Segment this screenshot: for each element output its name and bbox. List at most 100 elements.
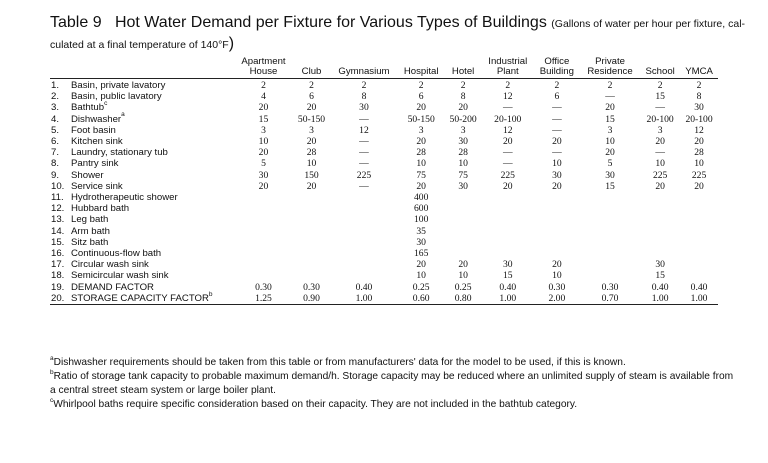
column-header: Building (533, 67, 580, 79)
table-cell (640, 203, 680, 214)
row-number: 10. (51, 180, 65, 192)
table-cell: 30 (502, 259, 513, 271)
table-cell: 8 (696, 91, 702, 103)
table-cell: 12 (359, 124, 369, 136)
table-cell: 2 (505, 80, 511, 91)
table-cell: — (502, 147, 513, 159)
table-cell: 30 (359, 102, 369, 114)
table-title: Table 9 Hot Water Demand per Fixture for… (50, 13, 750, 55)
table-cell: 0.90 (292, 292, 331, 306)
row-label-cell: 12. Hubbard bath (50, 203, 234, 214)
table-cell (580, 259, 640, 270)
table-cell: 0.30 (601, 281, 619, 293)
table-cell (445, 203, 482, 214)
table-cell: — (552, 102, 562, 114)
row-number: 4. (51, 113, 60, 125)
row-label: Semicircular wash sink (71, 270, 169, 282)
table-cell: — (552, 147, 562, 159)
table-cell (680, 259, 718, 270)
table-cell (680, 192, 718, 203)
table-cell: — (655, 147, 665, 159)
row-label-cell: 18. Semicircular wash sink (50, 270, 234, 281)
table-cell: 3 (657, 124, 663, 136)
table-cell (330, 248, 398, 259)
row-label-cell: 1. Basin, private lavatory (50, 79, 234, 92)
row-label-cell: 19. DEMAND FACTOR (50, 282, 234, 293)
table-cell: 2 (460, 80, 466, 91)
table-label: Table 9 (50, 14, 102, 31)
table-cell: 15 (655, 270, 665, 282)
row-label: Kitchen sink (71, 136, 123, 148)
row-label: Bathtub (71, 102, 105, 114)
table-cell: 20 (502, 180, 513, 192)
table-cell: 75 (416, 169, 426, 181)
table-cell (445, 192, 482, 203)
footnote: bRatio of storage tank capacity to proba… (50, 369, 740, 398)
table-units-note-cont: culated at a final temperature of 140°F (50, 39, 229, 51)
table-cell: 20 (416, 136, 426, 148)
row-number: 6. (51, 136, 60, 148)
row-label-cell: 3. Bathtubc (50, 100, 234, 114)
row-label: Basin, private lavatory (71, 80, 166, 91)
table-cell (580, 248, 640, 259)
table-cell: 20 (258, 180, 269, 192)
row-number: 20. (51, 292, 65, 304)
row-label-cell: 16. Continuous-flow bath (50, 248, 234, 259)
table-row: 5. Foot basin 3 3 12 3 3 12 — 3 3 12 (50, 125, 718, 136)
table-cell: — (552, 113, 562, 125)
row-label-cell: 13. Leg bath (50, 214, 234, 225)
column-header: Plant (481, 67, 534, 79)
table-cell: 28 (306, 147, 317, 159)
table-cell: — (605, 91, 615, 103)
table-row: 2. Basin, public lavatory 4 6 8 6 8 12 6 — 15 8 (50, 91, 718, 102)
table-cell: 0.70 (579, 292, 641, 306)
table-cell: 600 (413, 203, 429, 215)
table-cell: 10 (605, 136, 615, 148)
table-header: Apartment Industrial Office Private House Clu… (50, 57, 718, 79)
table-cell: 50-150 (407, 113, 435, 125)
row-label: Basin, public lavatory (71, 91, 162, 103)
table-cell: 20 (605, 102, 615, 114)
column-header: School (640, 67, 681, 79)
table-cell: 28 (416, 147, 426, 159)
column-header: Gymnasium (330, 67, 398, 79)
row-label: STORAGE CAPACITY FACTOR (71, 292, 209, 304)
table-cell: 15 (655, 91, 665, 103)
table-row: 13. Leg bath 100 (50, 214, 718, 225)
table-cell: 12 (694, 124, 704, 136)
table-cell (640, 226, 680, 237)
footnote-marker: a (121, 111, 125, 119)
table-cell: 20 (694, 180, 704, 192)
table-cell (580, 214, 640, 225)
table-cell: 10 (552, 158, 562, 170)
table-cell: 0.40 (355, 281, 373, 293)
table-cell (680, 270, 718, 281)
table-cell (330, 237, 398, 248)
table-cell: 35 (416, 225, 426, 237)
table-cell (445, 226, 482, 237)
column-header: YMCA (680, 67, 718, 79)
table-cell: 0.40 (690, 281, 708, 293)
table-row: 17. Circular wash sink 20 20 30 20 30 (50, 259, 718, 270)
row-label-cell: 15. Sitz bath (50, 237, 234, 248)
table-cell (330, 203, 398, 214)
table-row: 3. Bathtubc 20 20 30 20 20 — — 20 — 30 (50, 100, 718, 114)
table-cell: 0.25 (454, 281, 472, 293)
table-cell (234, 259, 293, 270)
table-row: 6. Kitchen sink 10 20 — 20 30 20 20 10 20 20 (50, 136, 718, 147)
table-cell (234, 237, 293, 248)
row-number: 9. (51, 169, 60, 181)
table-row: 20. STORAGE CAPACITY FACTORb 1.25 0.90 1.00 0… (50, 291, 718, 306)
table-cell: — (655, 102, 665, 114)
table-cell: 0.30 (255, 281, 272, 293)
table-cell: 5 (261, 158, 266, 170)
table-cell: 10 (416, 270, 426, 282)
row-label: Shower (71, 169, 104, 181)
table-row: 15. Sitz bath 30 (50, 237, 718, 248)
table-cell (680, 203, 718, 214)
column-header-top: Office (544, 56, 570, 67)
table-cell: 10 (458, 158, 468, 170)
table-cell: — (359, 147, 369, 159)
table-cell: 20-100 (494, 113, 522, 125)
table-cell (293, 214, 330, 225)
